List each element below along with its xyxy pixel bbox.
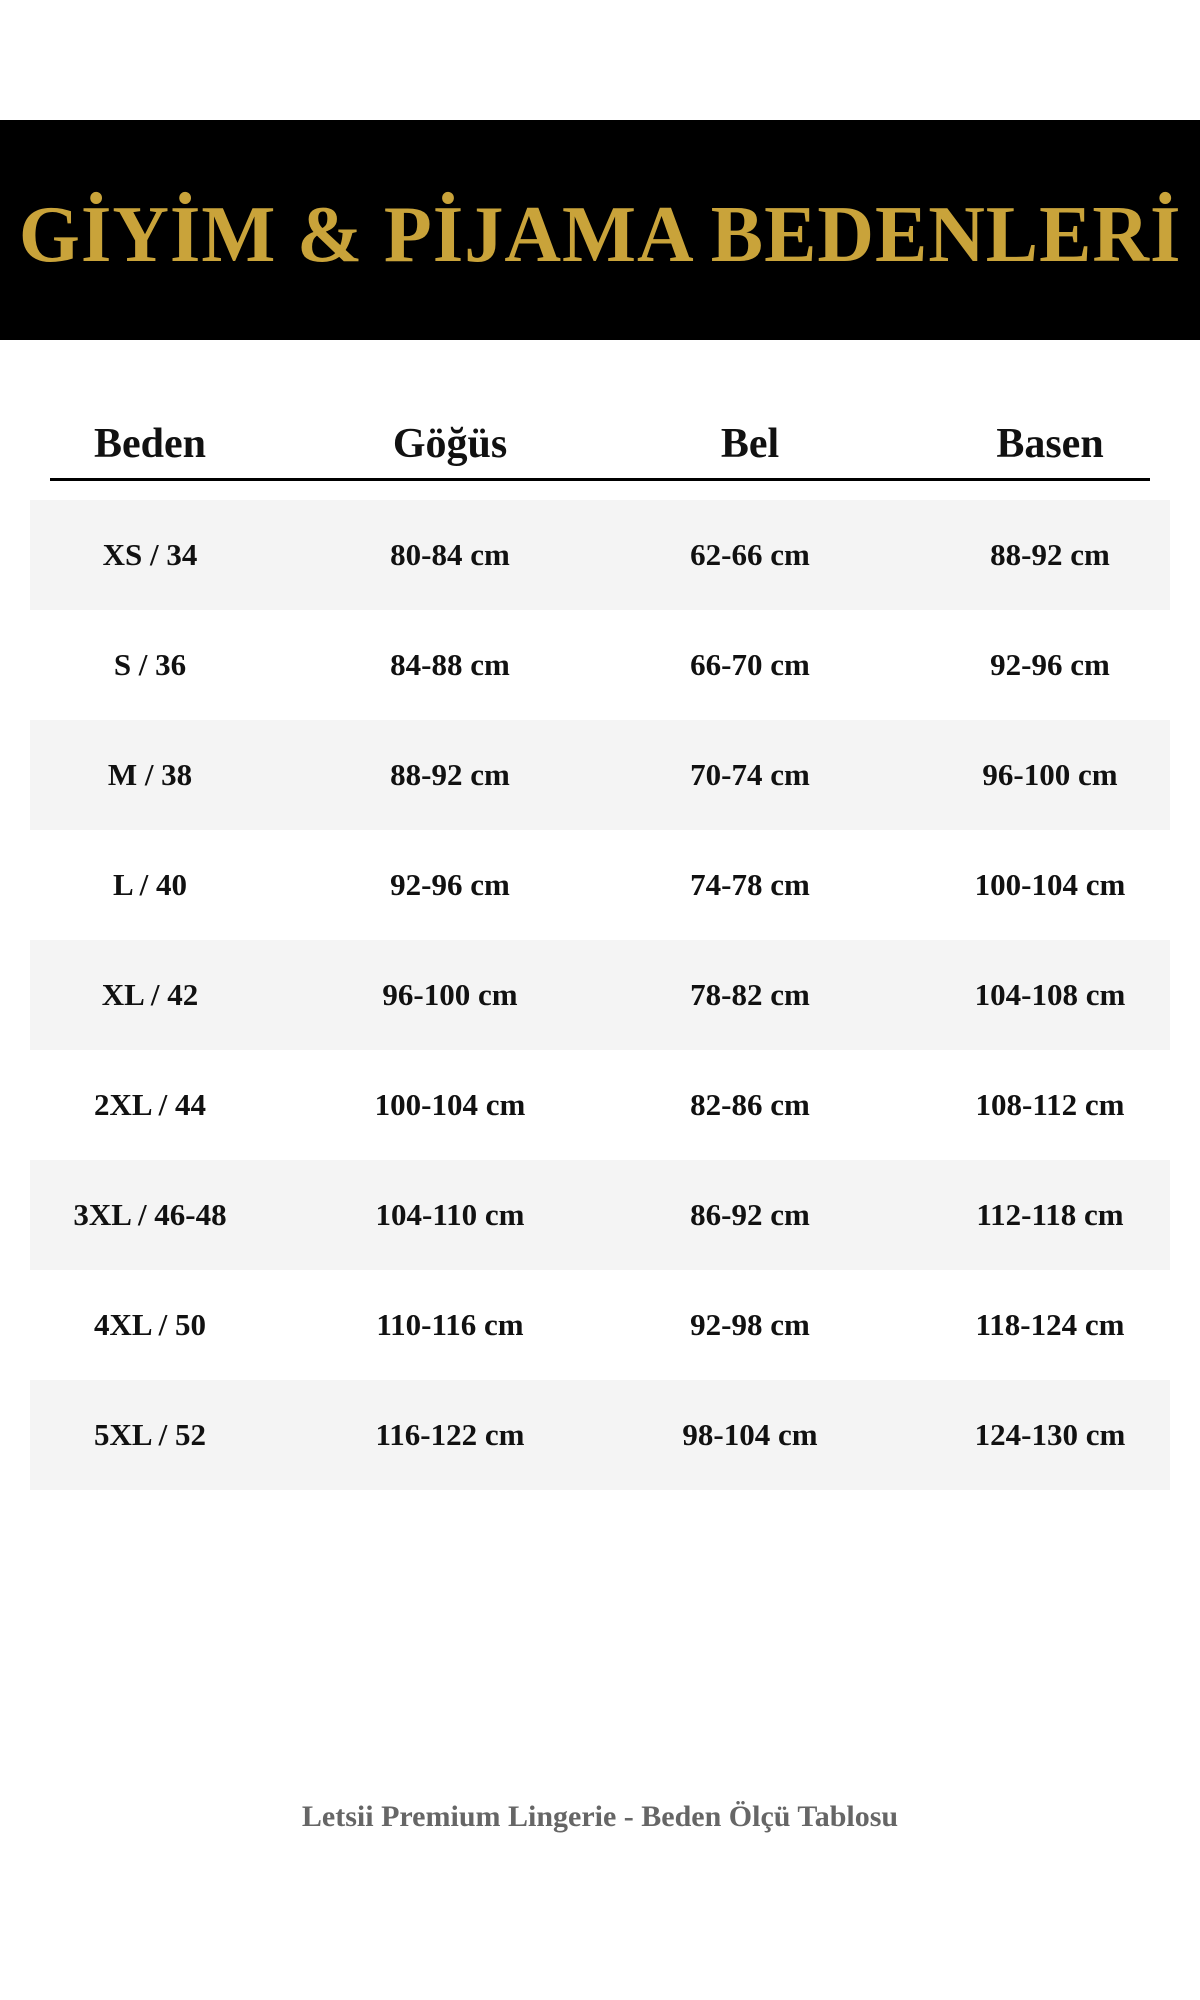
cell-chest: 80-84 cm bbox=[390, 537, 510, 572]
cell-hip: 92-96 cm bbox=[990, 647, 1110, 682]
cell-size: 3XL / 46-48 bbox=[73, 1197, 227, 1232]
cell-hip: 88-92 cm bbox=[990, 537, 1110, 572]
cell-hip: 104-108 cm bbox=[974, 977, 1126, 1012]
table-row: XS / 34 80-84 cm 62-66 cm 88-92 cm bbox=[30, 500, 1170, 610]
cell-chest: 96-100 cm bbox=[382, 977, 518, 1012]
cell-chest: 88-92 cm bbox=[390, 757, 510, 792]
cell-hip: 100-104 cm bbox=[974, 867, 1126, 902]
cell-chest: 84-88 cm bbox=[390, 647, 510, 682]
table-row: L / 40 92-96 cm 74-78 cm 100-104 cm bbox=[30, 830, 1170, 940]
cell-waist: 74-78 cm bbox=[690, 867, 810, 902]
cell-size: XL / 42 bbox=[101, 977, 199, 1012]
footer-caption: Letsii Premium Lingerie - Beden Ölçü Tab… bbox=[301, 1800, 899, 1833]
cell-chest: 116-122 cm bbox=[375, 1417, 525, 1452]
cell-size: S / 36 bbox=[113, 647, 187, 682]
cell-waist: 66-70 cm bbox=[690, 647, 810, 682]
header-gogus: Göğüs bbox=[392, 421, 508, 467]
table-header: Beden Göğüs Bel Basen bbox=[50, 420, 1150, 481]
table-row: 4XL / 50 110-116 cm 92-98 cm 118-124 cm bbox=[30, 1270, 1170, 1380]
cell-chest: 110-116 cm bbox=[376, 1307, 524, 1342]
cell-waist: 86-92 cm bbox=[690, 1197, 810, 1232]
cell-waist: 98-104 cm bbox=[682, 1417, 818, 1452]
cell-size: 4XL / 50 bbox=[94, 1307, 206, 1342]
cell-chest: 100-104 cm bbox=[374, 1087, 526, 1122]
cell-chest: 92-96 cm bbox=[390, 867, 510, 902]
cell-hip: 96-100 cm bbox=[982, 757, 1118, 792]
cell-hip: 112-118 cm bbox=[976, 1197, 1124, 1232]
cell-hip: 124-130 cm bbox=[974, 1417, 1126, 1452]
cell-waist: 78-82 cm bbox=[690, 977, 810, 1012]
table-row: S / 36 84-88 cm 66-70 cm 92-96 cm bbox=[30, 610, 1170, 720]
cell-hip: 118-124 cm bbox=[975, 1307, 1125, 1342]
cell-size: 5XL / 52 bbox=[94, 1417, 206, 1452]
table-row: 3XL / 46-48 104-110 cm 86-92 cm 112-118 cm bbox=[30, 1160, 1170, 1270]
table-row: M / 38 88-92 cm 70-74 cm 96-100 cm bbox=[30, 720, 1170, 830]
cell-waist: 62-66 cm bbox=[690, 537, 810, 572]
cell-size: M / 38 bbox=[107, 757, 193, 792]
table-row: 5XL / 52 116-122 cm 98-104 cm 124-130 cm bbox=[30, 1380, 1170, 1490]
cell-size: L / 40 bbox=[112, 867, 188, 902]
page-title: GİYİM & PİJAMA BEDENLERİ bbox=[18, 190, 1182, 279]
cell-size: 2XL / 44 bbox=[94, 1087, 206, 1122]
cell-hip: 108-112 cm bbox=[975, 1087, 1125, 1122]
header-bel: Bel bbox=[720, 421, 780, 467]
cell-waist: 70-74 cm bbox=[690, 757, 810, 792]
table-row: XL / 42 96-100 cm 78-82 cm 104-108 cm bbox=[30, 940, 1170, 1050]
title-banner: GİYİM & PİJAMA BEDENLERİ bbox=[0, 120, 1200, 340]
table-row: 2XL / 44 100-104 cm 82-86 cm 108-112 cm bbox=[30, 1050, 1170, 1160]
cell-size: XS / 34 bbox=[102, 537, 198, 572]
header-beden: Beden bbox=[93, 421, 206, 467]
cell-chest: 104-110 cm bbox=[375, 1197, 525, 1232]
cell-waist: 92-98 cm bbox=[690, 1307, 810, 1342]
cell-waist: 82-86 cm bbox=[690, 1087, 810, 1122]
header-basen: Basen bbox=[996, 421, 1104, 467]
